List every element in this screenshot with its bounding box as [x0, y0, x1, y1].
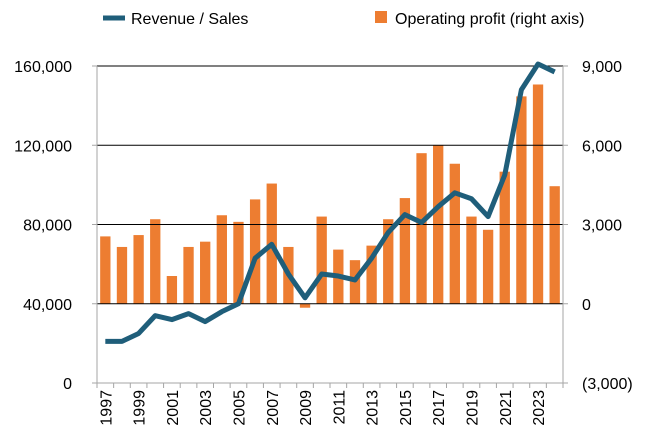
profit-bar-2018 [449, 163, 460, 304]
x-tick-label-2011: 2011 [331, 390, 348, 425]
profit-bar-2000 [150, 219, 161, 304]
x-tick-label-2007: 2007 [265, 390, 282, 426]
right-tick-label: 3,000 [582, 218, 622, 235]
x-tick-label-1999: 1999 [132, 390, 149, 426]
profit-bar-2021 [499, 171, 510, 304]
left-tick-label: 40,000 [23, 297, 72, 314]
x-tick-label-2013: 2013 [365, 390, 382, 426]
profit-bar-2016 [416, 153, 427, 304]
legend-revenue-label: Revenue / Sales [131, 11, 248, 28]
profit-bar-2020 [482, 229, 494, 304]
x-tick-label-2005: 2005 [231, 390, 248, 426]
x-tick-label-2021: 2021 [498, 390, 515, 426]
profit-bar-2015 [399, 198, 411, 304]
x-tick-label-2015: 2015 [398, 390, 415, 426]
profit-bar-2003 [200, 241, 211, 304]
profit-bar-2001 [166, 276, 178, 304]
profit-bar-2019 [466, 216, 477, 304]
profit-bar-2023 [532, 84, 544, 304]
x-tick-label-2019: 2019 [464, 390, 481, 426]
left-tick-label: 80,000 [23, 218, 72, 235]
profit-bar-1998 [116, 246, 128, 304]
left-tick-label: 0 [63, 376, 72, 393]
x-tick-label-2023: 2023 [531, 390, 548, 426]
profit-bar-2004 [216, 215, 227, 304]
legend: Revenue / Sales Operating profit (right … [103, 11, 584, 28]
x-tick-label-2017: 2017 [431, 390, 448, 426]
x-tick-label-2003: 2003 [198, 390, 215, 426]
profit-bar-2006 [249, 199, 261, 304]
profit-bar-2024 [549, 186, 560, 304]
profit-bar-2005 [233, 221, 244, 304]
profit-bar-2022 [516, 96, 527, 304]
left-tick-label: 160,000 [14, 59, 72, 76]
x-tick-label-1997: 1997 [98, 390, 115, 426]
left-tick-label: 120,000 [14, 138, 72, 155]
profit-bar-1999 [133, 235, 144, 304]
profit-bar-2002 [183, 246, 194, 304]
profit-bar-2013 [366, 245, 377, 304]
legend-profit-swatch [375, 11, 387, 23]
profit-bar-1997 [100, 236, 111, 304]
right-tick-label: 6,000 [582, 138, 622, 155]
tick-labels: 0 40,000 80,000 120,000 160,000 (3,000) 0 3,000… [14, 59, 633, 426]
right-tick-label: 9,000 [582, 59, 622, 76]
x-tick-label-2001: 2001 [165, 390, 182, 426]
right-tick-label: 0 [582, 297, 591, 314]
axes [92, 65, 568, 388]
legend-profit-label: Operating profit (right axis) [395, 11, 584, 28]
revenue-line [105, 61, 556, 344]
profit-bar-2014 [383, 219, 394, 304]
x-tick-label-2009: 2009 [298, 390, 315, 426]
right-tick-label: (3,000) [582, 376, 633, 393]
profit-bar-2010 [316, 216, 327, 304]
profit-bar-2009 [299, 303, 311, 308]
